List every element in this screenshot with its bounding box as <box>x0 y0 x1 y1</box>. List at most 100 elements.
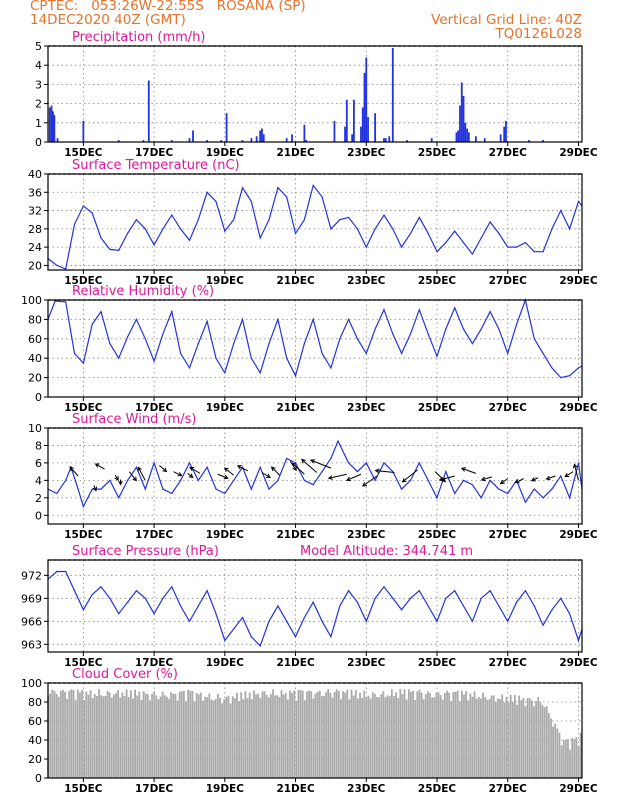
rh-point <box>480 328 482 330</box>
cloud-cover-bar <box>471 696 474 778</box>
pressure-point <box>312 601 314 603</box>
wind-vector-head <box>223 474 229 480</box>
y-tick-label: 5 <box>35 40 42 53</box>
precip-bar <box>188 138 191 142</box>
temp-point <box>418 216 420 219</box>
cloud-cover-bar <box>174 693 177 778</box>
cloud-cover-bar <box>153 691 156 778</box>
wind-point <box>294 462 297 464</box>
cloud-cover-bar <box>441 699 444 778</box>
temp-point <box>268 219 270 221</box>
cloud-cover-bar <box>427 691 429 778</box>
temp-point <box>347 216 350 219</box>
rh-point <box>277 318 279 320</box>
pressure-point <box>135 590 138 592</box>
cloud-cover-bar <box>348 699 351 778</box>
wind-point <box>471 484 473 486</box>
precip-bar <box>374 113 377 142</box>
cloud-cover-bar <box>244 691 247 778</box>
wind-vector-shaft <box>515 478 524 484</box>
y-tick-label: 20 <box>28 259 42 272</box>
precip-bar <box>462 95 465 142</box>
cloud-cover-bar <box>282 694 285 778</box>
cloud-cover-bar <box>83 700 86 778</box>
cloud-cover-bar <box>229 703 232 778</box>
wind-vector-head <box>94 463 100 468</box>
pressure-point <box>171 586 173 588</box>
precip-bar <box>305 140 308 142</box>
cloud-cover-bar <box>416 691 419 778</box>
wind-point <box>259 466 261 468</box>
temp-point <box>507 246 509 248</box>
cloud-cover-bar <box>460 690 463 778</box>
precip-bar <box>52 111 54 142</box>
temp-point <box>250 200 252 203</box>
wind-point <box>77 488 79 490</box>
cloud-cover-bar <box>102 696 105 778</box>
precip-bar <box>344 126 346 142</box>
cloud-cover-bar <box>393 696 395 778</box>
wind-vector-head <box>514 479 520 484</box>
wind-point <box>560 475 562 477</box>
cloud-cover-bar <box>225 697 228 778</box>
cloud-cover-bar <box>564 739 567 778</box>
wind-vector-shaft <box>261 472 271 478</box>
temp-point <box>401 246 403 248</box>
temp-point <box>321 196 323 198</box>
y-tick-label: 0 <box>35 391 42 404</box>
cloud-cover-bar <box>329 692 332 778</box>
temp-point <box>383 214 385 216</box>
x-tick-label: 27DEC <box>489 275 528 287</box>
cloud-cover-bar <box>159 696 162 778</box>
temp-point <box>188 239 191 241</box>
x-tick-label: 27DEC <box>489 783 528 795</box>
pressure-point <box>188 620 191 622</box>
wind-point <box>427 479 429 481</box>
cloud-cover-bar <box>70 689 73 778</box>
wind-point <box>445 471 447 473</box>
cloud-cover-bar <box>276 695 279 778</box>
precip-bar <box>457 130 460 142</box>
cloud-cover-bar <box>376 697 378 778</box>
wind-vector-shaft <box>346 473 362 481</box>
rh-point <box>233 343 235 345</box>
cloud-cover-bar <box>454 691 457 778</box>
wind-vector-shaft <box>310 459 332 469</box>
rh-point <box>312 318 314 320</box>
cloud-cover-bar <box>106 690 109 778</box>
y-tick-label: 20 <box>28 753 42 766</box>
wind-vector-head <box>270 466 276 472</box>
precip-bar <box>206 140 209 142</box>
wind-point <box>250 488 252 490</box>
panel-title-temp: Surface Temperature (nC) <box>72 158 240 173</box>
pressure-point <box>241 616 244 619</box>
cloud-cover-bar <box>350 689 353 778</box>
temp-point <box>471 253 473 255</box>
temp-point <box>180 228 182 230</box>
wind-vector-head <box>189 466 195 472</box>
cloud-cover-bar <box>575 737 578 778</box>
pressure-point <box>339 605 341 607</box>
cloud-cover-bar <box>68 690 71 778</box>
y-tick-label: 60 <box>28 715 42 728</box>
rh-point <box>126 336 129 338</box>
wind-vector-shaft <box>546 475 556 480</box>
cloud-cover-bar <box>306 691 308 778</box>
cloud-cover-bar <box>473 691 476 778</box>
cloud-cover-bar <box>214 698 217 778</box>
wind-vector-head <box>301 458 306 464</box>
temp-point <box>294 232 297 235</box>
cloud-cover-bar <box>410 691 412 778</box>
y-tick-label: 28 <box>28 223 42 236</box>
pressure-point <box>445 597 447 599</box>
cloud-cover-bar <box>325 692 327 778</box>
cloud-cover-bar <box>522 698 525 778</box>
pressure-point <box>73 590 76 592</box>
cloud-cover-bar <box>76 689 79 778</box>
precip-bar <box>53 115 56 142</box>
temp-point <box>286 196 288 198</box>
wind-vector-head <box>188 473 194 479</box>
rh-point <box>286 357 288 359</box>
temp-point <box>560 209 562 212</box>
